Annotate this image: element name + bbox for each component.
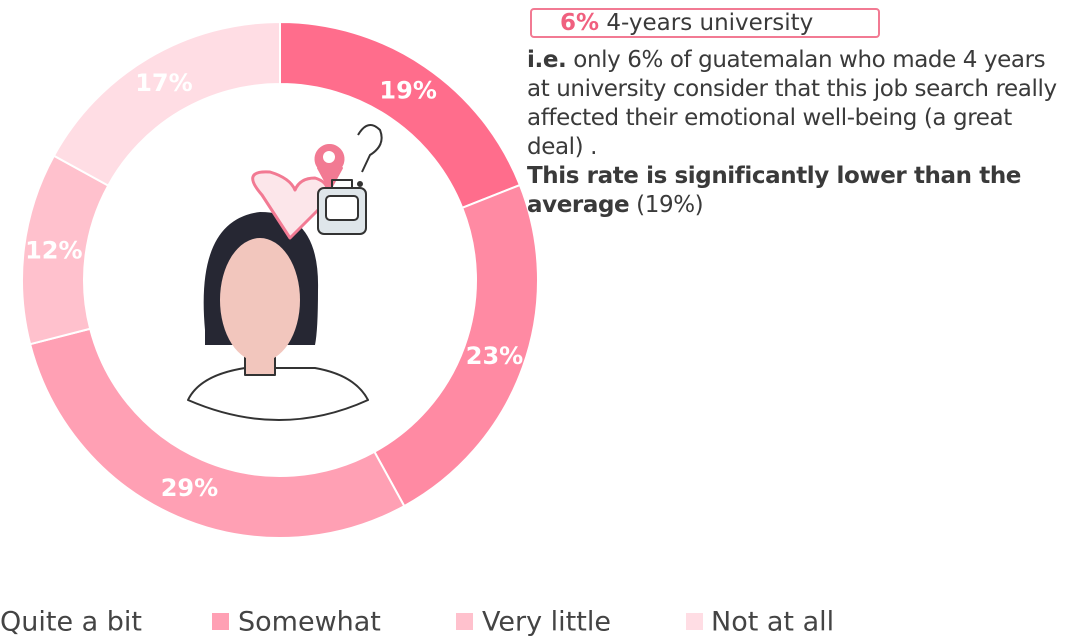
legend-marker: [686, 613, 703, 630]
value-label: 23%: [466, 342, 523, 370]
legend-label: Quite a bit: [0, 607, 142, 638]
illustration: [187, 124, 383, 421]
legend-label: Very little: [482, 607, 611, 638]
value-label: 19%: [379, 76, 436, 104]
tag-label: 4-years university: [606, 10, 814, 36]
annotation-tag: 6% 4-years university: [530, 8, 880, 38]
annotation-tail: (19%): [636, 192, 704, 218]
legend-marker: [212, 613, 229, 630]
annotation-lead: i.e.: [527, 47, 567, 73]
tag-value: 6%: [560, 10, 600, 36]
legend-label: Somewhat: [238, 607, 381, 638]
donut-segment: [52, 20, 281, 187]
annotation: i.e. only 6% of guatemalan who made 4 ye…: [527, 46, 1067, 220]
value-label: 12%: [25, 236, 82, 264]
legend-marker: [456, 613, 473, 630]
annotation-text: only 6% of guatemalan who made 4 years a…: [527, 47, 1057, 160]
value-label: 29%: [161, 474, 218, 502]
annotation-emphasis: This rate is significantly lower than th…: [527, 163, 1022, 218]
donut-segment: [28, 327, 406, 539]
legend-label: Not at all: [711, 607, 834, 638]
value-label: 17%: [135, 69, 192, 97]
